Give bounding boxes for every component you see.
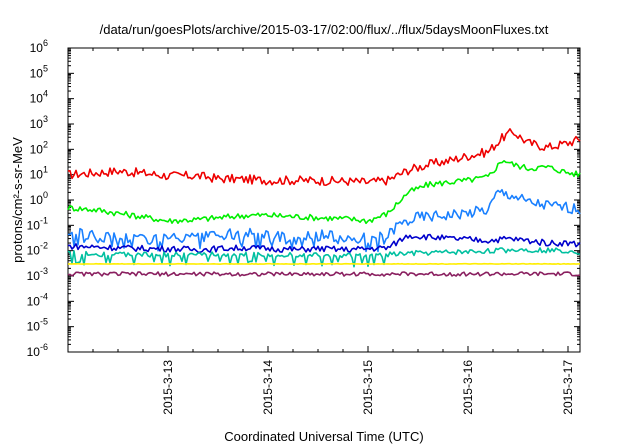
y-tick-label-exponent: -4 — [40, 291, 48, 301]
series-line — [67, 271, 581, 277]
y-tick-label: 102 — [30, 139, 48, 156]
y-tick-label-exponent: -1 — [40, 215, 48, 225]
y-tick-label-base: 10 — [30, 41, 44, 55]
x-tick-label: 2015-3-13 — [161, 360, 175, 415]
series-line — [67, 160, 581, 225]
y-tick-label-base: 10 — [27, 294, 41, 308]
x-tick-label: 2015-3-17 — [561, 360, 575, 415]
y-tick-label-exponent: -2 — [40, 241, 48, 251]
y-tick-label-base: 10 — [27, 218, 41, 232]
y-axis-title: protons/cm²-s-sr-MeV — [10, 137, 25, 263]
y-tick-label: 10-2 — [27, 241, 48, 258]
x-tick-label: 2015-3-15 — [361, 360, 375, 415]
y-tick-label: 10-4 — [27, 291, 48, 308]
chart-title: /data/run/goesPlots/archive/2015-03-17/0… — [100, 22, 549, 37]
series-line — [67, 233, 581, 254]
series-line — [67, 128, 581, 186]
y-tick-label-base: 10 — [30, 193, 44, 207]
y-tick-label-exponent: 0 — [43, 190, 48, 200]
y-tick-label: 100 — [30, 190, 48, 207]
y-tick-label: 103 — [30, 114, 48, 131]
series-line — [67, 188, 581, 253]
y-tick-label: 104 — [30, 89, 48, 106]
y-tick-label-exponent: -5 — [40, 317, 48, 327]
y-tick-label-exponent: 3 — [43, 114, 48, 124]
y-tick-label-exponent: 1 — [43, 165, 48, 175]
series-line — [67, 247, 581, 268]
y-tick-label-base: 10 — [27, 345, 41, 359]
y-tick-label-exponent: 2 — [43, 139, 48, 149]
series-line — [67, 262, 581, 266]
y-tick-label: 10-6 — [27, 342, 48, 359]
y-tick-label: 101 — [30, 165, 48, 182]
plot-frame — [67, 47, 581, 353]
y-tick-label: 10-5 — [27, 317, 48, 334]
y-tick-label: 10-1 — [27, 215, 48, 232]
y-tick-label-exponent: -6 — [40, 342, 48, 352]
y-tick-label-exponent: 4 — [43, 89, 48, 99]
y-tick-label-base: 10 — [30, 168, 44, 182]
y-tick-label: 106 — [30, 38, 48, 55]
y-tick-label-base: 10 — [27, 269, 41, 283]
y-tick-label: 10-3 — [27, 266, 48, 283]
y-tick-label-base: 10 — [30, 92, 44, 106]
x-axis-title: Coordinated Universal Time (UTC) — [224, 429, 423, 444]
x-tick-label: 2015-3-16 — [461, 360, 475, 415]
x-tick-label: 2015-3-14 — [261, 360, 275, 415]
y-tick-label-base: 10 — [27, 244, 41, 258]
y-tick-label-base: 10 — [30, 117, 44, 131]
y-tick-label-exponent: -3 — [40, 266, 48, 276]
y-tick-label-base: 10 — [27, 320, 41, 334]
y-tick-label-exponent: 6 — [43, 38, 48, 48]
plot-area: 10-610-510-410-310-210-11001011021031041… — [27, 38, 581, 415]
y-tick-label: 105 — [30, 63, 48, 80]
y-tick-label-base: 10 — [30, 142, 44, 156]
y-tick-label-base: 10 — [30, 66, 44, 80]
y-tick-label-exponent: 5 — [43, 63, 48, 73]
